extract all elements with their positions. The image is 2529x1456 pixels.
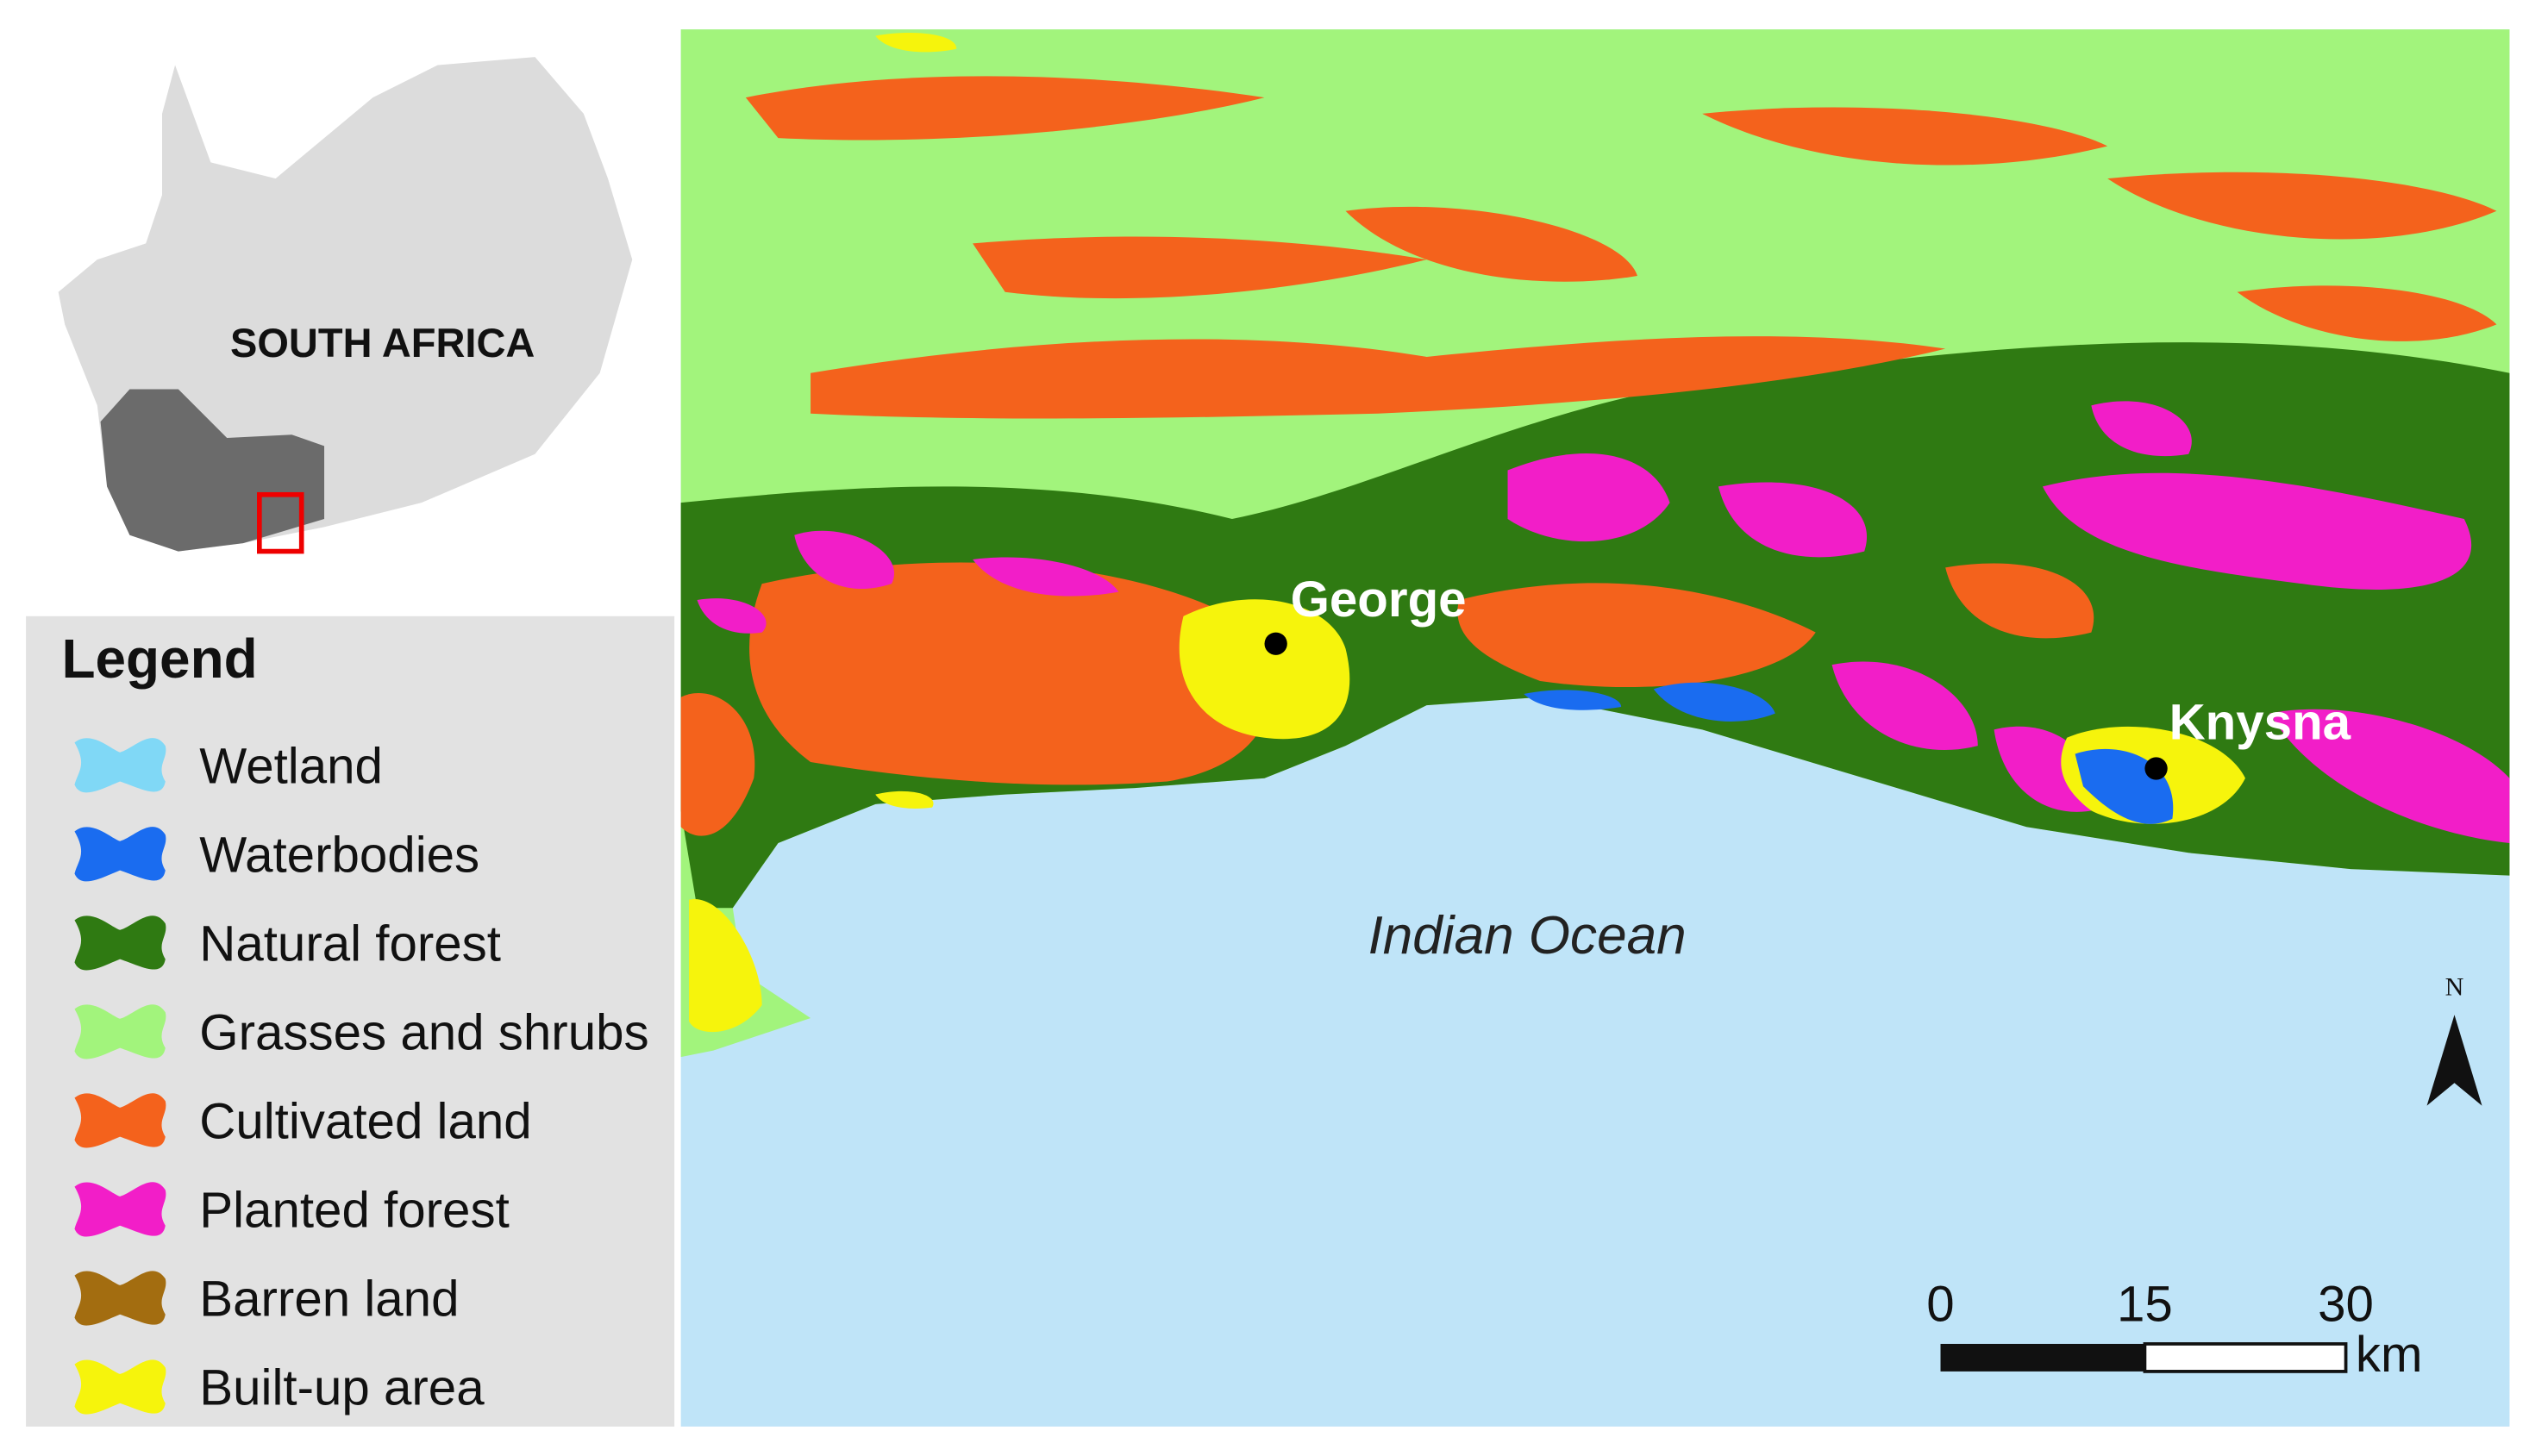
legend-swatch	[74, 1093, 166, 1148]
north-arrow	[2454, 1015, 2482, 1106]
cultivated-patches	[680, 76, 2497, 836]
land-cover-map: George Knysna Indian Ocean N 0 15 30 km	[680, 29, 2510, 1427]
country-label: SOUTH AFRICA	[230, 320, 535, 366]
legend-label: Planted forest	[199, 1183, 510, 1239]
legend-label: Natural forest	[199, 915, 501, 972]
legend-swatch	[74, 1271, 166, 1326]
place-label: Knysna	[2169, 695, 2351, 751]
scale-unit: km	[2356, 1327, 2423, 1383]
legend-label: Waterbodies	[199, 827, 479, 883]
legend-label: Barren land	[199, 1272, 459, 1328]
place-label: George	[1291, 572, 1467, 628]
scale-bar-segment	[2143, 1342, 2348, 1373]
legend-swatch	[74, 827, 166, 882]
scale-label: 0	[1926, 1277, 1954, 1333]
knysna-marker	[2144, 757, 2168, 780]
planted-forest-patches	[697, 401, 2510, 843]
legend-title: Legend	[61, 628, 257, 690]
legend-label: Grasses and shrubs	[199, 1005, 648, 1061]
north-arrow	[2426, 1015, 2455, 1106]
scale-bar-segment	[1940, 1343, 2145, 1372]
legend-swatch	[74, 738, 166, 793]
north-label: N	[2445, 972, 2464, 1002]
legend-swatch	[74, 915, 166, 971]
sea-label: Indian Ocean	[1368, 906, 1687, 965]
study-area-box	[257, 491, 304, 554]
george-marker	[1264, 632, 1287, 655]
scale-label: 30	[2318, 1277, 2374, 1333]
legend-label: Wetland	[199, 738, 383, 794]
legend-swatch	[74, 1182, 166, 1237]
legend-swatch	[74, 1359, 166, 1415]
water-patches	[1524, 682, 2174, 824]
legend-swatch	[74, 1004, 166, 1059]
legend-label: Cultivated land	[199, 1094, 531, 1150]
legend: Legend Wetland Waterbodies Natural forest G…	[26, 616, 675, 1427]
scale-label: 15	[2117, 1277, 2173, 1333]
legend-label: Built-up area	[199, 1360, 485, 1416]
inset-map: SOUTH AFRICA	[58, 57, 633, 554]
province-shape	[100, 389, 325, 552]
